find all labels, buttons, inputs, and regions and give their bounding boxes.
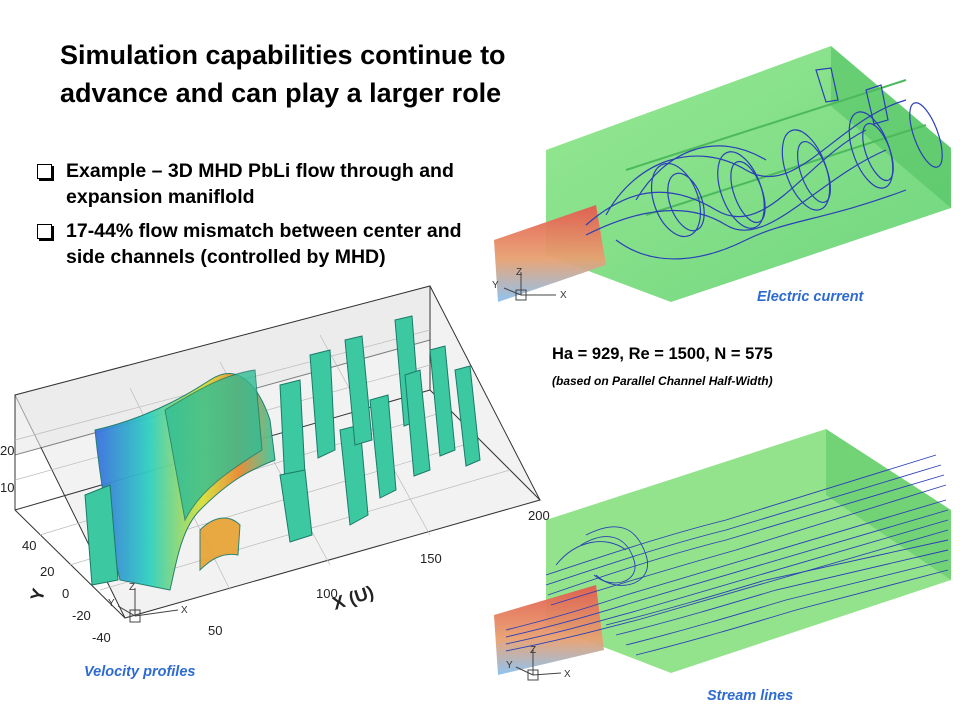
- stream-axis-triad: [515, 650, 562, 681]
- caption-stream-lines: Stream lines: [707, 688, 794, 704]
- y-tick-neg40: -40: [92, 630, 111, 645]
- y-tick-40: 40: [22, 538, 36, 553]
- bullet-item: 17-44% flow mismatch between center and …: [34, 218, 464, 270]
- velocity-axis-y: Y: [108, 598, 115, 609]
- x-tick-200: 200: [528, 508, 550, 523]
- stream-lines: [505, 454, 949, 656]
- bullet-text: Example – 3D MHD PbLi flow through and e…: [66, 160, 454, 208]
- velocity-axis-triad: [117, 588, 179, 623]
- stream-inlet-channel: [494, 585, 604, 675]
- inlet-channel: [494, 205, 606, 302]
- z-tick-20: 20: [0, 443, 14, 458]
- y-axis-label: Y: [27, 586, 49, 603]
- bullet-text: 17-44% flow mismatch between center and …: [66, 220, 462, 268]
- stream-lines-figure: Z Y X: [494, 429, 951, 681]
- y-tick-0: 0: [62, 586, 69, 601]
- bullet-item: Example – 3D MHD PbLi flow through and e…: [34, 158, 464, 210]
- caption-electric-current: Electric current: [757, 289, 864, 305]
- bullet-list: Example – 3D MHD PbLi flow through and e…: [34, 158, 464, 278]
- stream-axis-x: X: [564, 669, 571, 680]
- electric-current-figure: Z Y X: [492, 46, 951, 302]
- simulation-parameters: Ha = 929, Re = 1500, N = 575 (based on P…: [552, 345, 952, 388]
- axis-label-x: X: [560, 290, 567, 301]
- x-tick-150: 150: [420, 551, 442, 566]
- x-tick-100: 100: [316, 586, 338, 601]
- velocity-profiles-figure: 20 10 40 20 0 -20 -40 50 100 150 200 X (…: [0, 285, 550, 645]
- axis-label-y: Y: [492, 280, 499, 291]
- x-tick-50: 50: [208, 623, 222, 638]
- slide-title: Simulation capabilities continue to adva…: [60, 36, 600, 112]
- stream-axis-y: Y: [506, 660, 513, 671]
- profile-plates: [84, 315, 481, 586]
- stream-axis-z: Z: [530, 645, 536, 656]
- stream-manifold-slab: [546, 429, 951, 673]
- title-line-2: advance and can play a larger role: [60, 78, 502, 108]
- caption-velocity-profiles: Velocity profiles: [84, 664, 196, 680]
- velocity-axis-x: X: [181, 605, 188, 616]
- z-tick-10: 10: [0, 480, 14, 495]
- checkbox-bullet-icon: [37, 224, 52, 239]
- title-line-1: Simulation capabilities continue to: [60, 40, 506, 70]
- current-loops: [585, 67, 943, 260]
- parameters-values: Ha = 929, Re = 1500, N = 575: [552, 345, 773, 363]
- y-tick-20: 20: [40, 564, 54, 579]
- checkbox-bullet-icon: [37, 164, 52, 179]
- y-tick-neg20: -20: [72, 608, 91, 623]
- velocity-axis-z: Z: [129, 582, 135, 593]
- axis-triad: [503, 272, 556, 301]
- axis-label-z: Z: [516, 267, 522, 278]
- parameters-note: (based on Parallel Channel Half-Width): [552, 374, 773, 388]
